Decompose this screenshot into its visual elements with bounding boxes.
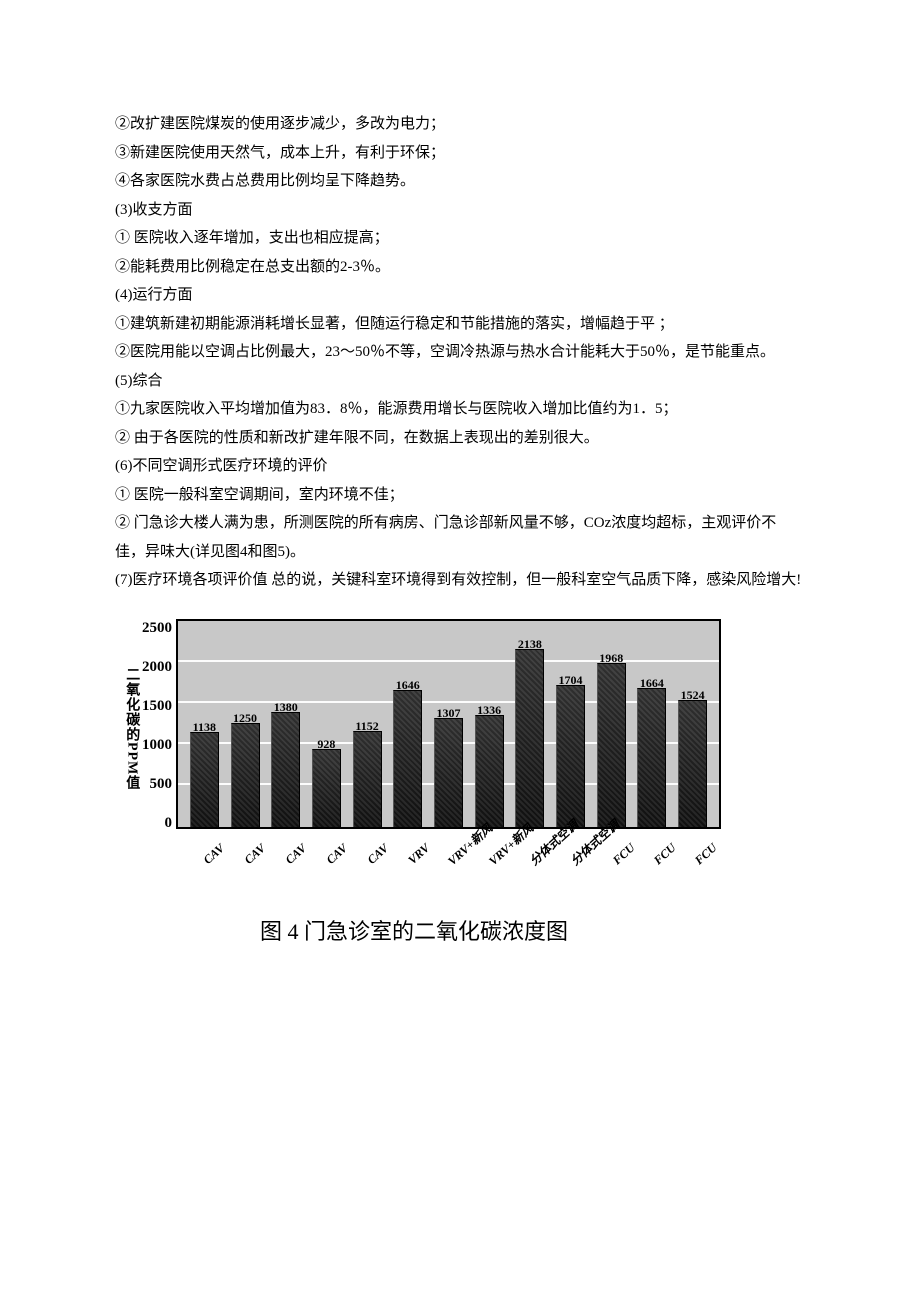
bar-value-label: 1307 xyxy=(436,702,460,725)
text-line: (4)运行方面 xyxy=(115,281,805,310)
bar-value-label: 2138 xyxy=(518,633,542,656)
text-line: ①九家医院收入平均增加值为83．8％，能源费用增长与医院收入增加比值约为1．5； xyxy=(115,395,805,424)
text-line: ③新建医院使用天然气，成本上升，有利于环保； xyxy=(115,139,805,168)
bar-value-label: 1138 xyxy=(193,716,216,739)
text-block: ②改扩建医院煤炭的使用逐步减少，多改为电力；③新建医院使用天然气，成本上升，有利… xyxy=(115,110,805,595)
plot-area: 1138125013809281152164613071336213817041… xyxy=(176,619,721,829)
text-line: ① 医院一般科室空调期间，室内环境不佳； xyxy=(115,481,805,510)
plot-and-xticks: 1138125013809281152164613071336213817041… xyxy=(176,619,721,859)
x-axis-ticks: CAVCAVCAVCAVCAVVRVVRV+新风VRV+新风分体式空调分体式空调… xyxy=(176,829,721,859)
bar-value-label: 1380 xyxy=(274,696,298,719)
x-tick: CAV xyxy=(232,830,270,868)
bar-value-label: 1336 xyxy=(477,699,501,722)
y-tick: 500 xyxy=(142,777,172,792)
text-line: (5)综合 xyxy=(115,367,805,396)
text-line: ②能耗费用比例稳定在总支出额的2-3％。 xyxy=(115,253,805,282)
chart-figure-4: 二氧化碳的PPM值 25002000150010005000 113812501… xyxy=(120,619,805,953)
bar-value-label: 928 xyxy=(317,733,335,756)
text-line: (3)收支方面 xyxy=(115,196,805,225)
chart-box: 二氧化碳的PPM值 25002000150010005000 113812501… xyxy=(120,619,805,859)
text-line: (6)不同空调形式医疗环境的评价 xyxy=(115,452,805,481)
bar-value-label: 1664 xyxy=(640,672,664,695)
bar-value-label: 1524 xyxy=(681,684,705,707)
chart-caption: 图 4 门急诊室的二氧化碳浓度图 xyxy=(260,911,805,953)
bar: 1664 xyxy=(637,688,666,826)
bar: 1152 xyxy=(353,731,382,827)
bar: 928 xyxy=(312,749,341,826)
y-tick: 1000 xyxy=(142,738,172,753)
x-tick: CAV xyxy=(273,830,311,868)
y-axis-label: 二氧化碳的PPM值 xyxy=(120,619,142,834)
y-tick: 1500 xyxy=(142,699,172,714)
x-tick: CAV xyxy=(191,830,229,868)
text-line: ② 门急诊大楼人满为患，所测医院的所有病房、门急诊部新风量不够，COz浓度均超标… xyxy=(115,509,805,566)
bar: 1307 xyxy=(434,718,463,827)
bar-value-label: 1152 xyxy=(355,715,378,738)
y-tick: 2500 xyxy=(142,621,172,636)
bar-value-label: 1646 xyxy=(396,674,420,697)
text-line: ②医院用能以空调占比例最大，23～50％不等，空调冷热源与热水合计能耗大于50％… xyxy=(115,338,805,367)
bar: 1138 xyxy=(190,732,219,827)
x-tick: VRV xyxy=(396,830,434,868)
bar: 1336 xyxy=(475,715,504,826)
y-tick: 2000 xyxy=(142,660,172,675)
x-tick: FCU xyxy=(642,830,680,868)
text-line: ④各家医院水费占总费用比例均呈下降趋势。 xyxy=(115,167,805,196)
text-line: ②改扩建医院煤炭的使用逐步减少，多改为电力； xyxy=(115,110,805,139)
y-axis-ticks: 2500 2000 1500 1000 500 0 xyxy=(142,619,176,831)
bar-value-label: 1704 xyxy=(559,669,583,692)
bar: 1524 xyxy=(678,700,707,827)
x-tick: CAV xyxy=(355,830,393,868)
text-line: ①建筑新建初期能源消耗增长显著，但随运行稳定和节能措施的落实，增幅趋于平 ； xyxy=(115,310,805,339)
bars-row: 1138125013809281152164613071336213817041… xyxy=(178,621,719,827)
bar: 1968 xyxy=(597,663,626,826)
bar-value-label: 1250 xyxy=(233,707,257,730)
bar: 2138 xyxy=(515,649,544,826)
bar: 1704 xyxy=(556,685,585,826)
bar: 1380 xyxy=(271,712,300,827)
y-tick: 0 xyxy=(142,816,172,831)
x-tick: CAV xyxy=(314,830,352,868)
bar: 1250 xyxy=(231,723,260,827)
document-body: ②改扩建医院煤炭的使用逐步减少，多改为电力；③新建医院使用天然气，成本上升，有利… xyxy=(115,110,805,953)
text-line: ① 医院收入逐年增加，支出也相应提高； xyxy=(115,224,805,253)
text-line: (7)医疗环境各项评价值 总的说，关键科室环境得到有效控制，但一般科室空气品质下… xyxy=(115,566,805,595)
x-tick: FCU xyxy=(683,830,721,868)
bar-value-label: 1968 xyxy=(599,647,623,670)
bar: 1646 xyxy=(393,690,422,827)
x-tick: VRV+新风 xyxy=(437,830,475,868)
text-line: ② 由于各医院的性质和新改扩建年限不同，在数据上表现出的差别很大。 xyxy=(115,424,805,453)
